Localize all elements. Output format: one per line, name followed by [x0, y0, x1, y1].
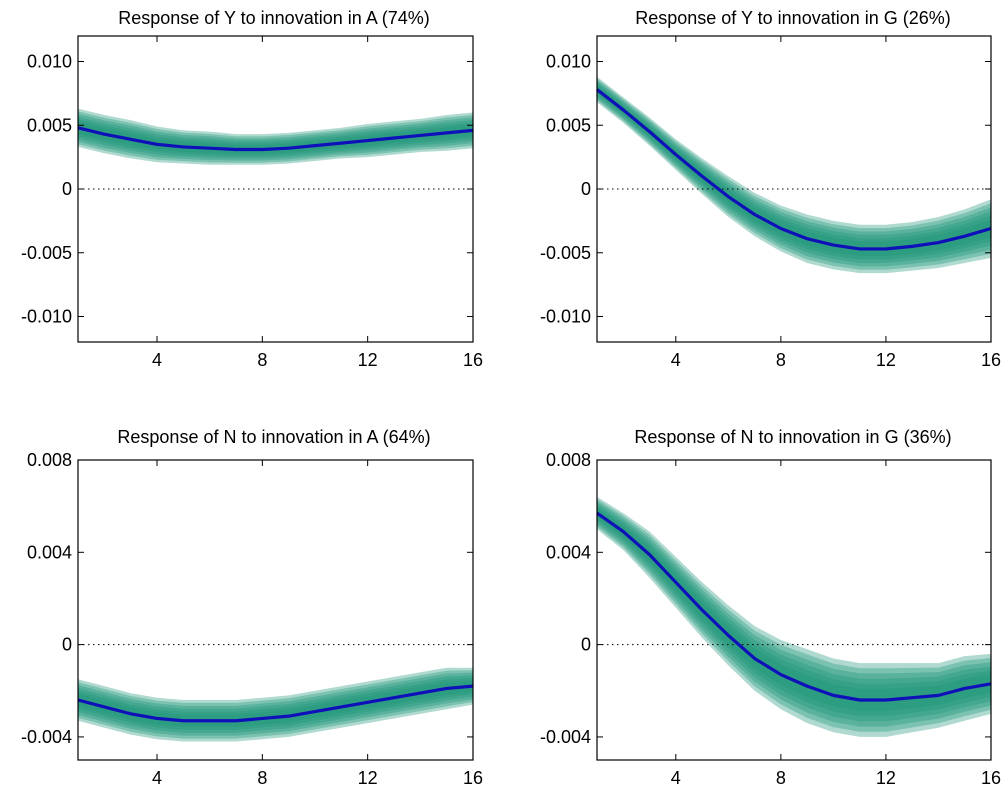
x-tick-label: 8	[776, 768, 786, 788]
x-tick-label: 12	[876, 768, 896, 788]
confidence-band	[597, 78, 991, 270]
x-tick-label: 8	[776, 350, 786, 370]
y-tick-label: 0.005	[27, 115, 72, 135]
confidence-band	[597, 82, 991, 263]
y-tick-label: -0.005	[540, 243, 591, 263]
confidence-band	[78, 116, 473, 159]
y-tick-label: 0	[62, 635, 72, 655]
y-tick-label: 0.004	[27, 542, 72, 562]
x-tick-label: 12	[358, 768, 378, 788]
chart-title: Response of N to innovation in G (36%)	[634, 427, 952, 447]
confidence-band	[78, 675, 473, 733]
confidence-band	[78, 111, 473, 163]
y-tick-label: -0.010	[21, 307, 72, 327]
y-tick-label: -0.010	[540, 307, 591, 327]
confidence-band	[597, 503, 991, 722]
y-tick-label: -0.004	[21, 727, 72, 747]
median-response-line	[596, 511, 992, 702]
y-tick-label: 0.010	[27, 52, 72, 72]
median-response-line	[596, 88, 992, 251]
x-tick-label: 12	[358, 350, 378, 370]
x-tick-label: 16	[981, 350, 1001, 370]
y-tick-label: 0	[62, 179, 72, 199]
y-tick-label: 0.004	[546, 542, 591, 562]
confidence-band	[597, 83, 991, 260]
chart-title: Response of N to innovation in A (64%)	[117, 427, 431, 447]
y-tick-label: 0.008	[27, 450, 72, 470]
confidence-band	[597, 80, 991, 267]
y-tick-label: -0.004	[540, 727, 591, 747]
x-tick-label: 8	[257, 768, 267, 788]
plot-frame	[77, 459, 474, 761]
x-tick-label: 4	[671, 768, 681, 788]
median-response-line	[77, 684, 474, 723]
y-tick-label: 0.010	[546, 52, 591, 72]
x-tick-label: 4	[671, 350, 681, 370]
y-tick-label: 0	[581, 179, 591, 199]
x-tick-label: 8	[257, 350, 267, 370]
confidence-band	[78, 680, 473, 727]
chart-title: Response of Y to innovation in G (26%)	[635, 8, 951, 28]
x-tick-label: 4	[152, 350, 162, 370]
y-tick-label: 0.005	[546, 115, 591, 135]
chart-title: Response of Y to innovation in A (74%)	[118, 8, 430, 28]
y-tick-label: 0	[581, 635, 591, 655]
x-tick-label: 4	[152, 768, 162, 788]
plot-frame	[596, 35, 992, 343]
y-tick-label: -0.005	[21, 243, 72, 263]
y-tick-label: 0.008	[546, 450, 591, 470]
confidence-band	[597, 505, 991, 717]
confidence-band	[78, 667, 473, 742]
x-tick-label: 16	[463, 350, 483, 370]
confidence-band	[597, 499, 991, 732]
plot-frame	[596, 459, 992, 761]
confidence-band	[597, 76, 991, 274]
confidence-band	[597, 496, 991, 737]
x-tick-label: 12	[876, 350, 896, 370]
confidence-band	[78, 114, 473, 161]
confidence-band	[78, 678, 473, 730]
x-tick-label: 16	[463, 768, 483, 788]
confidence-band	[78, 108, 473, 165]
median-response-line	[77, 126, 474, 152]
x-tick-label: 16	[981, 768, 1001, 788]
